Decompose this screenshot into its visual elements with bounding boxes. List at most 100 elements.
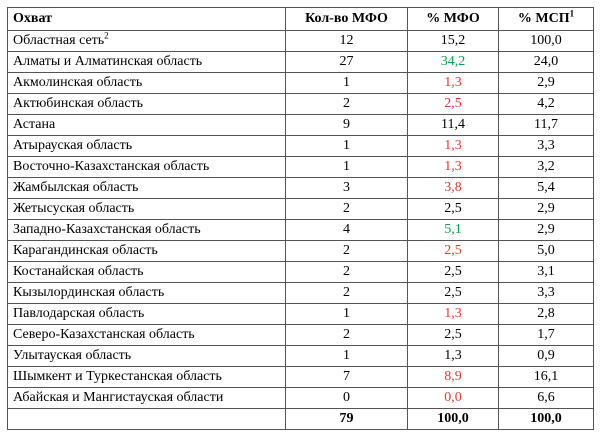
table-row: Костанайская область 2 2,5 3,1: [7, 261, 594, 283]
table-row: Восточно-Казахстанская область 1 1,3 3,2: [7, 156, 594, 178]
pct-msp-cell: 1,7: [498, 324, 594, 346]
region-cell: Улытауская область: [7, 345, 286, 367]
count-cell: 1: [285, 303, 408, 325]
pct-msp-cell: 2,9: [498, 72, 594, 94]
pct-msp-cell: 24,0: [498, 51, 594, 73]
count-cell: 2: [285, 261, 408, 283]
table-row: Акмолинская область 1 1,3 2,9: [7, 72, 594, 94]
header-row: Охват Кол-во МФО % МФО % МСП1: [7, 7, 594, 31]
count-cell: 1: [285, 135, 408, 157]
count-cell: 2: [285, 324, 408, 346]
count-cell: 3: [285, 177, 408, 199]
total-pct-mfo-cell: 100,0: [407, 408, 499, 430]
region-cell: Абайская и Мангистауская области: [7, 387, 286, 409]
pct-mfo-cell: 2,5: [407, 261, 499, 283]
count-cell: 1: [285, 345, 408, 367]
table-row: Жетысуская область 2 2,5 2,9: [7, 198, 594, 220]
table-row: Жамбылская область 3 3,8 5,4: [7, 177, 594, 199]
table-row: Карагандинская область 2 2,5 5,0: [7, 240, 594, 262]
count-cell: 1: [285, 72, 408, 94]
table-row: Актюбинская область 2 2,5 4,2: [7, 93, 594, 115]
pct-msp-cell: 4,2: [498, 93, 594, 115]
footnote-marker-2: 2: [104, 30, 109, 41]
region-cell: Кызылординская область: [7, 282, 286, 304]
count-cell: 12: [285, 30, 408, 52]
table-row: Абайская и Мангистауская области 0 0,0 6…: [7, 387, 594, 409]
table-row: Западно-Казахстанская область 4 5,1 2,9: [7, 219, 594, 241]
pct-mfo-cell: 2,5: [407, 282, 499, 304]
count-cell: 2: [285, 282, 408, 304]
region-cell: Западно-Казахстанская область: [7, 219, 286, 241]
pct-msp-cell: 11,7: [498, 114, 594, 136]
region-cell: Астана: [7, 114, 286, 136]
column-header-mfo-count: Кол-во МФО: [285, 7, 408, 31]
region-cell: Восточно-Казахстанская область: [7, 156, 286, 178]
column-header-msp-percent: % МСП1: [498, 7, 594, 31]
pct-mfo-cell: 1,3: [407, 156, 499, 178]
table-row: Алматы и Алматинская область 27 34,2 24,…: [7, 51, 594, 73]
pct-mfo-cell: 8,9: [407, 366, 499, 388]
total-row: 79 100,0 100,0: [7, 408, 594, 430]
mfo-coverage-table: Охват Кол-во МФО % МФО % МСП1 Областная …: [7, 7, 594, 430]
pct-msp-cell: 2,8: [498, 303, 594, 325]
count-cell: 1: [285, 156, 408, 178]
count-cell: 2: [285, 93, 408, 115]
pct-msp-cell: 100,0: [498, 30, 594, 52]
pct-msp-cell: 5,4: [498, 177, 594, 199]
column-header-mfo-percent: % МФО: [407, 7, 499, 31]
region-cell: Областная сеть2: [7, 30, 286, 52]
table-row: Астана 9 11,4 11,7: [7, 114, 594, 136]
pct-mfo-cell: 11,4: [407, 114, 499, 136]
total-count-cell: 79: [285, 408, 408, 430]
count-cell: 2: [285, 240, 408, 262]
footnote-marker-1: 1: [569, 8, 575, 19]
region-cell: Северо-Казахстанская область: [7, 324, 286, 346]
region-cell: Акмолинская область: [7, 72, 286, 94]
region-cell: Карагандинская область: [7, 240, 286, 262]
count-cell: 4: [285, 219, 408, 241]
region-cell: Алматы и Алматинская область: [7, 51, 286, 73]
pct-mfo-cell: 0,0: [407, 387, 499, 409]
region-cell: Жамбылская область: [7, 177, 286, 199]
region-cell: Актюбинская область: [7, 93, 286, 115]
total-pct-msp-cell: 100,0: [498, 408, 594, 430]
pct-mfo-cell: 15,2: [407, 30, 499, 52]
region-cell: Костанайская область: [7, 261, 286, 283]
count-cell: 9: [285, 114, 408, 136]
pct-mfo-cell: 3,8: [407, 177, 499, 199]
count-cell: 2: [285, 198, 408, 220]
region-cell: Павлодарская область: [7, 303, 286, 325]
region-cell: Шымкент и Туркестанская область: [7, 366, 286, 388]
table-row: Северо-Казахстанская область 2 2,5 1,7: [7, 324, 594, 346]
count-cell: 7: [285, 366, 408, 388]
pct-msp-cell: 3,3: [498, 282, 594, 304]
pct-msp-cell: 5,0: [498, 240, 594, 262]
pct-mfo-cell: 1,3: [407, 72, 499, 94]
pct-msp-cell: 0,9: [498, 345, 594, 367]
region-cell: Атырауская область: [7, 135, 286, 157]
table-row: Кызылординская область 2 2,5 3,3: [7, 282, 594, 304]
pct-msp-cell: 2,9: [498, 198, 594, 220]
pct-mfo-cell: 2,5: [407, 93, 499, 115]
pct-msp-cell: 6,6: [498, 387, 594, 409]
table-row: Павлодарская область 1 1,3 2,8: [7, 303, 594, 325]
pct-mfo-cell: 2,5: [407, 324, 499, 346]
table-row: Улытауская область 1 1,3 0,9: [7, 345, 594, 367]
pct-msp-cell: 16,1: [498, 366, 594, 388]
pct-mfo-cell: 1,3: [407, 303, 499, 325]
pct-mfo-cell: 2,5: [407, 240, 499, 262]
pct-msp-cell: 3,2: [498, 156, 594, 178]
region-cell: Жетысуская область: [7, 198, 286, 220]
region-label: Областная сеть: [13, 33, 105, 49]
total-region-cell: [7, 408, 286, 430]
pct-mfo-cell: 1,3: [407, 345, 499, 367]
column-header-coverage: Охват: [7, 7, 286, 31]
table-row: Областная сеть2 12 15,2 100,0: [7, 30, 594, 52]
column-header-msp-label: % МСП: [517, 11, 570, 27]
pct-msp-cell: 2,9: [498, 219, 594, 241]
count-cell: 0: [285, 387, 408, 409]
pct-mfo-cell: 34,2: [407, 51, 499, 73]
table-row: Шымкент и Туркестанская область 7 8,9 16…: [7, 366, 594, 388]
pct-mfo-cell: 1,3: [407, 135, 499, 157]
pct-msp-cell: 3,3: [498, 135, 594, 157]
